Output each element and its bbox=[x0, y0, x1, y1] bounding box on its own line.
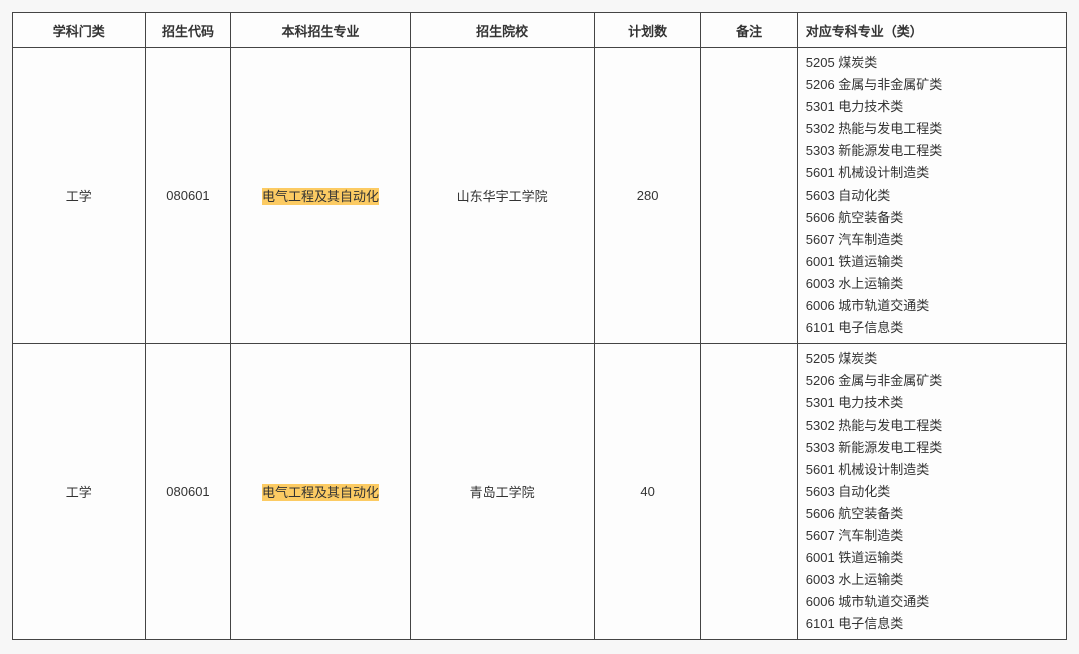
specialty-item: 5606 航空装备类 bbox=[806, 503, 1060, 525]
specialty-item: 6001 铁道运输类 bbox=[806, 251, 1060, 273]
table-row: 工学080601 电气工程及其自动化 青岛工学院40 5205 煤炭类5206 金属与… bbox=[13, 344, 1067, 640]
header-specialty: 对应专科专业（类） bbox=[797, 13, 1066, 48]
cell-school: 青岛工学院 bbox=[410, 344, 594, 640]
specialty-item: 5302 热能与发电工程类 bbox=[806, 415, 1060, 437]
cell-code: 080601 bbox=[145, 48, 231, 344]
header-plan: 计划数 bbox=[594, 13, 701, 48]
cell-code: 080601 bbox=[145, 344, 231, 640]
header-major: 本科招生专业 bbox=[231, 13, 410, 48]
highlighted-major: 电气工程及其自动化 bbox=[262, 484, 379, 501]
specialty-item: 5206 金属与非金属矿类 bbox=[806, 370, 1060, 392]
cell-school: 山东华宇工学院 bbox=[410, 48, 594, 344]
cell-plan: 280 bbox=[594, 48, 701, 344]
cell-major: 电气工程及其自动化 bbox=[231, 344, 410, 640]
specialty-item: 5607 汽车制造类 bbox=[806, 525, 1060, 547]
table-body: 工学080601电气工程及其自动化山东华宇工学院2805205 煤炭类5206 … bbox=[13, 48, 1067, 640]
specialty-item: 5603 自动化类 bbox=[806, 185, 1060, 207]
specialty-item: 5303 新能源发电工程类 bbox=[806, 437, 1060, 459]
table-row: 工学080601 电气工程及其自动化 山东华宇工学院280 5205 煤炭类5206 … bbox=[13, 48, 1067, 344]
specialty-item: 5601 机械设计制造类 bbox=[806, 459, 1060, 481]
specialty-item: 5302 热能与发电工程类 bbox=[806, 118, 1060, 140]
specialty-item: 5601 机械设计制造类 bbox=[806, 162, 1060, 184]
header-row: 学科门类招生代码本科招生专业招生院校计划数备注对应专科专业（类） bbox=[13, 13, 1067, 48]
specialty-list: 5205 煤炭类5206 金属与非金属矿类5301 电力技术类5302 热能与发… bbox=[806, 348, 1060, 635]
specialty-item: 5607 汽车制造类 bbox=[806, 229, 1060, 251]
cell-major: 电气工程及其自动化 bbox=[231, 48, 410, 344]
table-header: 学科门类招生代码本科招生专业招生院校计划数备注对应专科专业（类） bbox=[13, 13, 1067, 48]
specialty-item: 5205 煤炭类 bbox=[806, 348, 1060, 370]
specialty-item: 6001 铁道运输类 bbox=[806, 547, 1060, 569]
specialty-item: 5301 电力技术类 bbox=[806, 96, 1060, 118]
specialty-item: 5301 电力技术类 bbox=[806, 392, 1060, 414]
specialty-item: 6101 电子信息类 bbox=[806, 317, 1060, 339]
cell-remark bbox=[701, 48, 797, 344]
specialty-list: 5205 煤炭类5206 金属与非金属矿类5301 电力技术类5302 热能与发… bbox=[806, 52, 1060, 339]
specialty-item: 6101 电子信息类 bbox=[806, 613, 1060, 635]
specialty-item: 6006 城市轨道交通类 bbox=[806, 295, 1060, 317]
specialty-item: 5606 航空装备类 bbox=[806, 207, 1060, 229]
header-school: 招生院校 bbox=[410, 13, 594, 48]
specialty-item: 5206 金属与非金属矿类 bbox=[806, 74, 1060, 96]
cell-plan: 40 bbox=[594, 344, 701, 640]
highlighted-major: 电气工程及其自动化 bbox=[262, 188, 379, 205]
cell-category: 工学 bbox=[13, 48, 146, 344]
specialty-item: 6003 水上运输类 bbox=[806, 569, 1060, 591]
specialty-item: 5303 新能源发电工程类 bbox=[806, 140, 1060, 162]
header-category: 学科门类 bbox=[13, 13, 146, 48]
header-remark: 备注 bbox=[701, 13, 797, 48]
cell-remark bbox=[701, 344, 797, 640]
specialty-item: 5603 自动化类 bbox=[806, 481, 1060, 503]
cell-specialty: 5205 煤炭类5206 金属与非金属矿类5301 电力技术类5302 热能与发… bbox=[797, 48, 1066, 344]
admissions-table: 学科门类招生代码本科招生专业招生院校计划数备注对应专科专业（类） 工学08060… bbox=[12, 12, 1067, 640]
specialty-item: 6003 水上运输类 bbox=[806, 273, 1060, 295]
header-code: 招生代码 bbox=[145, 13, 231, 48]
cell-specialty: 5205 煤炭类5206 金属与非金属矿类5301 电力技术类5302 热能与发… bbox=[797, 344, 1066, 640]
specialty-item: 5205 煤炭类 bbox=[806, 52, 1060, 74]
specialty-item: 6006 城市轨道交通类 bbox=[806, 591, 1060, 613]
cell-category: 工学 bbox=[13, 344, 146, 640]
